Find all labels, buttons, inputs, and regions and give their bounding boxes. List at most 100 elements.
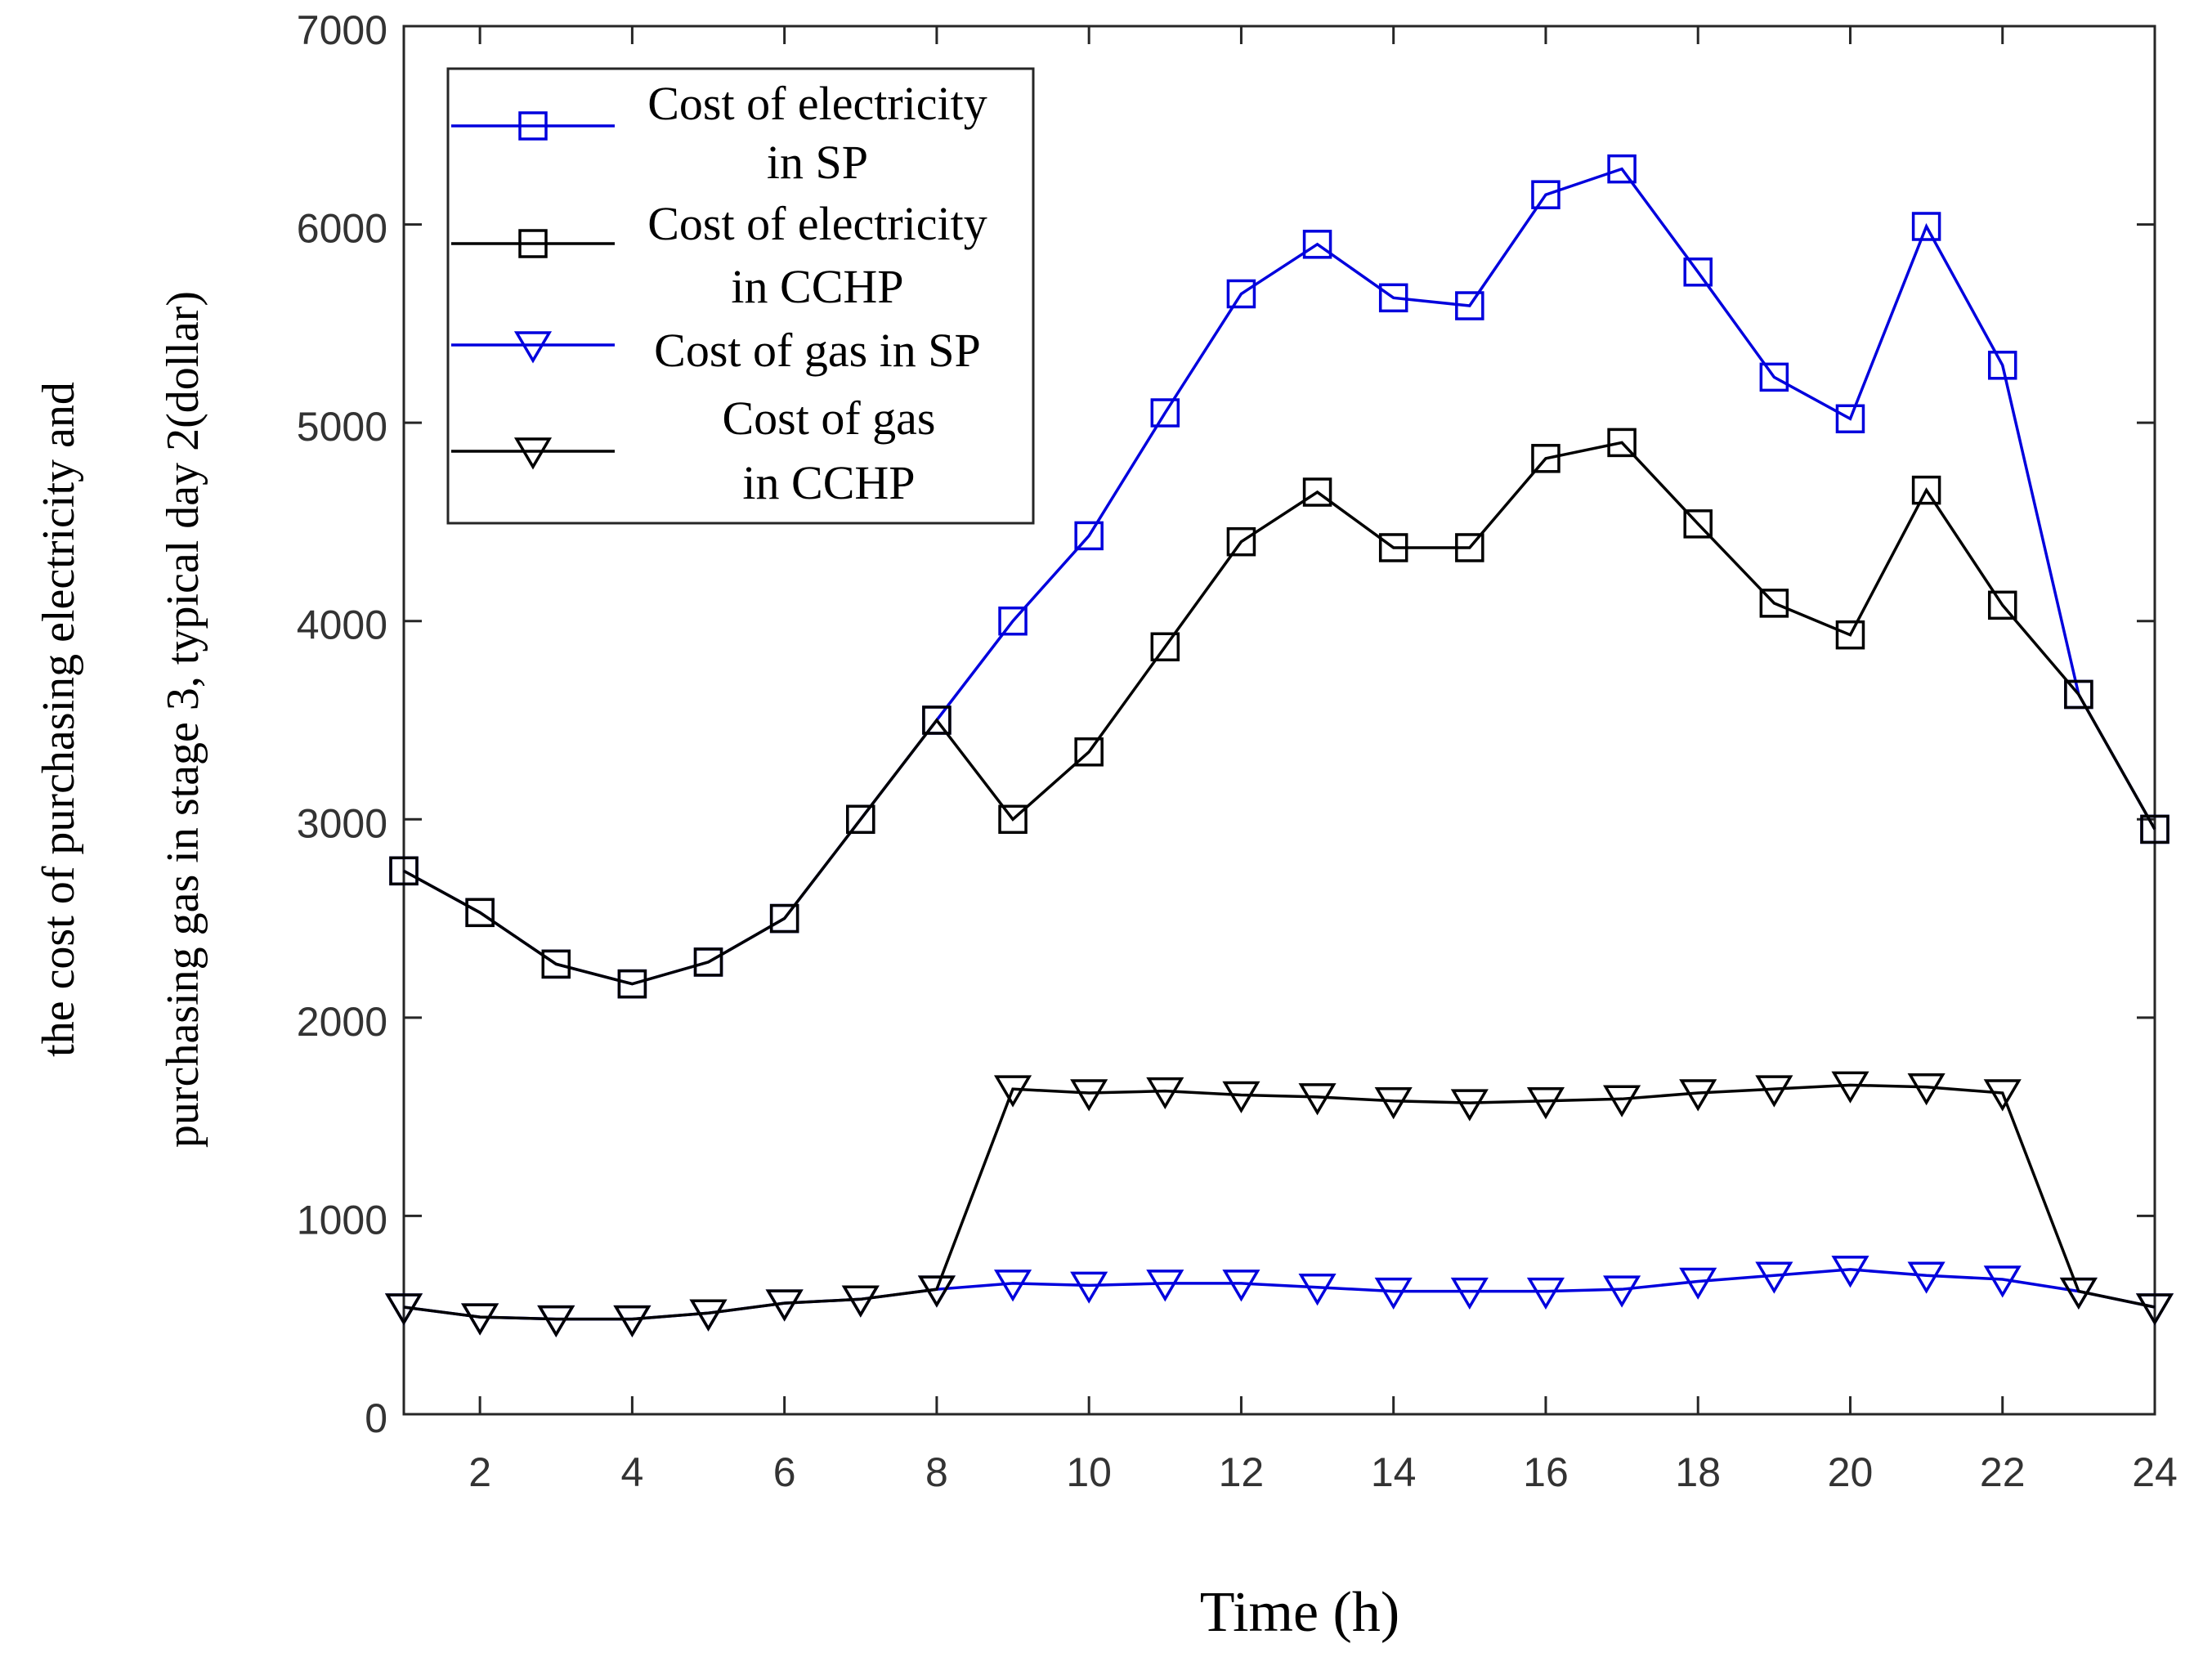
data-point	[1683, 258, 1713, 287]
data-point	[1374, 1277, 1413, 1310]
data-point	[1146, 1270, 1184, 1302]
y-axis-title-line-2: purchasing gas in stage 3, typical day 2…	[158, 291, 208, 1148]
y-tick-label: 7000	[297, 7, 387, 53]
data-point	[617, 969, 647, 999]
x-tick-labels: 2 4 6 8 10 12 14 16 18 20 22 24	[468, 1449, 2178, 1495]
data-point	[1226, 526, 1256, 557]
x-tick-label: 10	[1066, 1449, 1112, 1495]
data-point	[693, 947, 723, 977]
y-axis-title-line-1: the cost of purchasing electricity and	[34, 382, 84, 1057]
data-point	[993, 1270, 1032, 1302]
legend-label: Cost of gas	[723, 392, 936, 445]
data-point	[1298, 1274, 1337, 1306]
data-point	[765, 1289, 804, 1322]
legend-entry-3: Cost of gas in SP	[451, 324, 981, 377]
legend-label: in CCHP	[742, 456, 915, 509]
data-point	[922, 705, 952, 735]
data-point	[1603, 1275, 1641, 1308]
legend-label: Cost of electricity	[647, 197, 987, 250]
y-tick-label: 1000	[297, 1197, 387, 1243]
x-tick-label: 8	[925, 1449, 948, 1495]
x-tick-label: 4	[620, 1449, 643, 1495]
data-point	[1683, 509, 1713, 539]
data-point	[1759, 589, 1789, 618]
data-point	[541, 949, 571, 979]
data-point	[689, 1299, 728, 1332]
data-point	[1374, 1086, 1413, 1120]
data-point	[1607, 428, 1637, 458]
x-tick-label: 22	[1980, 1449, 2026, 1495]
legend-marker	[513, 331, 553, 364]
data-point	[1070, 1079, 1108, 1112]
data-point	[613, 1305, 652, 1338]
data-point	[1070, 1271, 1108, 1304]
data-point	[384, 1293, 423, 1326]
data-point	[1455, 533, 1484, 562]
data-point	[998, 804, 1028, 835]
data-point	[769, 903, 799, 934]
data-point	[1222, 1270, 1260, 1302]
data-point	[1835, 404, 1865, 434]
x-axis-title: Time (h)	[1200, 1581, 1399, 1644]
data-point	[465, 898, 495, 928]
data-point	[1378, 283, 1408, 313]
y-tick-label: 0	[365, 1395, 387, 1441]
legend-marker	[513, 437, 553, 470]
x-tick-label: 16	[1523, 1449, 1569, 1495]
x-tick-label: 2	[468, 1449, 491, 1495]
data-point	[1150, 398, 1180, 428]
data-point	[1755, 1261, 1793, 1294]
data-point	[1911, 212, 1941, 241]
data-point	[1302, 477, 1332, 507]
data-point	[1531, 444, 1560, 473]
y-tick-labels: 0 1000 2000 3000 4000 5000 6000 7000	[297, 7, 387, 1441]
data-point	[1603, 1085, 1641, 1117]
data-point	[917, 1275, 956, 1308]
legend-marker	[518, 229, 548, 258]
data-point	[1226, 279, 1256, 309]
data-point	[2135, 1293, 2174, 1326]
data-point	[1531, 180, 1560, 209]
legend-entry-4: Cost of gas in CCHP	[451, 392, 936, 509]
data-point	[1450, 1089, 1489, 1122]
data-point	[1679, 1079, 1717, 1112]
y-tick-label: 4000	[297, 602, 387, 648]
data-point	[1526, 1277, 1565, 1310]
data-point	[1298, 1083, 1337, 1116]
data-point	[1907, 1261, 1946, 1294]
data-point	[1835, 620, 1865, 650]
legend-label: Cost of gas in SP	[654, 324, 981, 377]
series-layer	[384, 154, 2174, 1338]
data-point	[1907, 1073, 1946, 1106]
data-point	[1378, 533, 1408, 562]
data-point	[1755, 1075, 1793, 1108]
y-tick-label: 6000	[297, 206, 387, 252]
data-point	[1074, 521, 1104, 551]
data-point	[461, 1303, 499, 1336]
data-point	[1526, 1086, 1565, 1120]
x-tick-label: 20	[1828, 1449, 1874, 1495]
data-point	[389, 856, 419, 886]
data-point	[1983, 1079, 2022, 1112]
data-point	[1074, 737, 1104, 767]
legend-label: in CCHP	[731, 260, 903, 313]
y-tick-label: 5000	[297, 404, 387, 450]
data-point	[1607, 154, 1637, 184]
data-point	[1759, 362, 1789, 392]
data-point	[1679, 1267, 1717, 1300]
y-axis-title-2: purchasing gas in stage 3, typical day 2…	[158, 291, 208, 1148]
data-point	[2059, 1277, 2098, 1310]
data-point	[1983, 1265, 2022, 1298]
legend-label: Cost of electricity	[647, 77, 987, 130]
axis-ticks	[404, 25, 2156, 1416]
x-tick-label: 14	[1371, 1449, 1417, 1495]
y-tick-label: 3000	[297, 800, 387, 846]
data-point	[998, 606, 1028, 636]
data-point	[1831, 1071, 1869, 1104]
data-point	[1302, 230, 1332, 259]
data-point	[846, 804, 875, 835]
series-4	[384, 1071, 2174, 1338]
